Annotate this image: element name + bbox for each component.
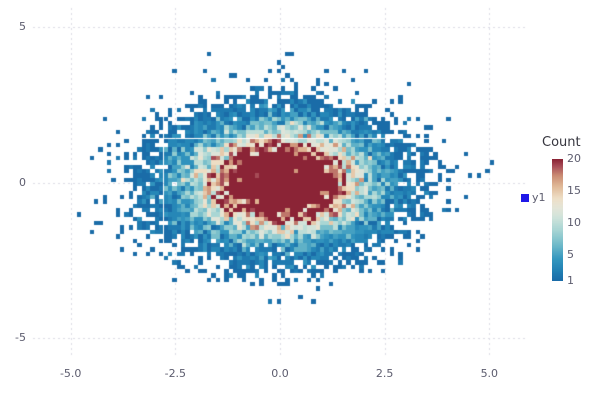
colorbar-tick-label: 10 (567, 216, 581, 230)
colorbar-title: Count (542, 135, 581, 150)
y-axis-tick-label: -5 (15, 331, 26, 345)
colorbar-tick-label: 5 (567, 248, 574, 262)
x-axis-tick-label: -5.0 (59, 367, 82, 380)
x-axis-tick-label: -2.5 (164, 367, 187, 380)
colorbar-tick-label: 15 (567, 184, 581, 198)
y-axis-tick-label: 5 (19, 19, 26, 33)
x-axis-tick-label: 0.0 (271, 367, 289, 380)
colorbar-tick-label: 1 (567, 274, 574, 287)
colorbar-tick-label: 20 (567, 152, 581, 165)
x-axis-tick-label: 2.5 (375, 367, 394, 380)
colorbar-gradient (552, 159, 563, 281)
series-legend-label: y1 (532, 191, 546, 204)
y-axis-tick-label: 0 (19, 175, 26, 189)
series-legend-entry[interactable]: y1 (521, 191, 546, 204)
x-axis-tick-label: 5.0 (480, 367, 499, 380)
series-marker-icon (521, 193, 529, 202)
